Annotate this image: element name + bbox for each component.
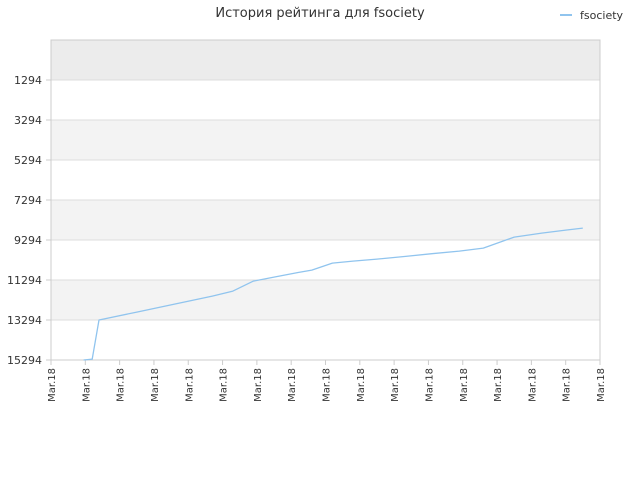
legend[interactable]: fsociety	[560, 8, 623, 22]
plot-band-6	[51, 280, 600, 320]
x-tick-label-8: Mar.18	[322, 368, 333, 402]
y-tick-label-4: 9294	[14, 234, 42, 247]
y-tick-label-3: 7294	[14, 194, 42, 207]
x-tick-label-12: Mar.18	[459, 368, 470, 402]
y-tick-label-0: 1294	[14, 74, 42, 87]
y-tick-label-2: 5294	[14, 154, 42, 167]
legend-label-fsociety: fsociety	[580, 8, 624, 22]
y-tick-label-6: 13294	[7, 314, 42, 327]
y-tick-label-1: 3294	[14, 114, 42, 127]
y-tick-label-5: 11294	[7, 274, 42, 287]
x-tick-label-2: Mar.18	[116, 368, 127, 402]
x-tick-label-16: Mar.18	[596, 368, 607, 402]
x-tick-label-6: Mar.18	[253, 368, 264, 402]
plot-band-0	[51, 40, 600, 80]
x-tick-label-3: Mar.18	[150, 368, 161, 402]
plot-band-4	[51, 200, 600, 240]
x-tick-label-10: Mar.18	[390, 368, 401, 402]
x-tick-label-13: Mar.18	[493, 368, 504, 402]
x-tick-label-4: Mar.18	[184, 368, 195, 402]
chart-title: История рейтинга для fsociety	[215, 6, 425, 21]
x-tick-label-11: Mar.18	[424, 368, 435, 402]
x-tick-label-1: Mar.18	[81, 368, 92, 402]
x-tick-label-0: Mar.18	[47, 368, 58, 402]
y-tick-label-7: 15294	[7, 354, 42, 367]
series-line-fsociety	[83, 227, 583, 361]
legend-swatch-fsociety	[560, 14, 572, 16]
plot-band-2	[51, 120, 600, 160]
x-tick-label-15: Mar.18	[562, 368, 573, 402]
x-tick-label-7: Mar.18	[287, 368, 298, 402]
x-tick-label-9: Mar.18	[356, 368, 367, 402]
x-tick-label-14: Mar.18	[527, 368, 538, 402]
x-tick-label-5: Mar.18	[219, 368, 230, 402]
